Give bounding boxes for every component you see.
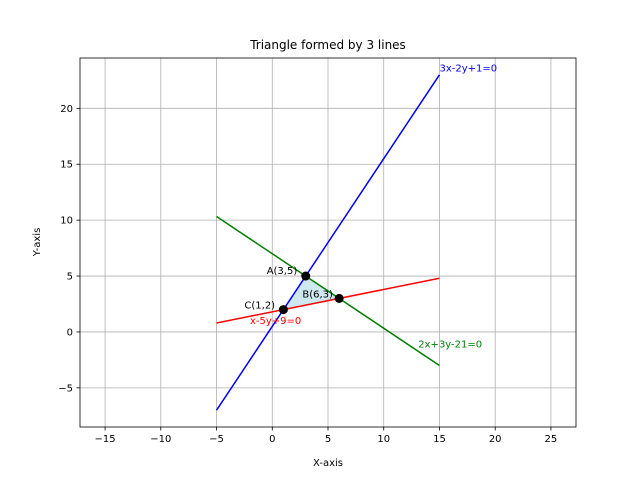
- annotation-layer: 3x-2y+1=0 2x+3y-21=0 x-5y+9=0 A(3,5) B(6,3) C…: [244, 63, 497, 350]
- vertex-label-3: C(1,2): [244, 300, 275, 311]
- vertex-point-2: [334, 293, 344, 303]
- x-tick-label: 15: [433, 434, 446, 445]
- x-tick-label: −5: [209, 434, 224, 445]
- y-tick-label: 10: [60, 216, 73, 227]
- vertex-label-2: B(6,3): [302, 289, 333, 300]
- series-line-2: [216, 215, 440, 367]
- series-label-1: 3x-2y+1=0: [439, 63, 497, 74]
- x-tick-label: 5: [325, 434, 331, 445]
- y-tick-label: −5: [58, 383, 73, 394]
- y-tick-label: 5: [67, 272, 73, 283]
- vertex-points-layer: [278, 271, 344, 315]
- y-tick-label: 15: [60, 160, 73, 171]
- series-label-3: x-5y+9=0: [250, 316, 301, 327]
- y-axis-label: Y-axis: [32, 228, 43, 258]
- series-label-2: 2x+3y-21=0: [418, 340, 482, 351]
- x-tick-label: 20: [489, 434, 502, 445]
- y-tick-label: 20: [60, 104, 73, 115]
- x-tick-label: 10: [377, 434, 390, 445]
- series-line-3: [216, 277, 440, 324]
- series-lines-layer: [215, 74, 441, 411]
- x-tick-label: 25: [545, 434, 558, 445]
- vertex-point-3: [278, 305, 288, 315]
- ticks-layer: −15 −10 −5 0 5 10 15 20 25 −5 0 5 10 15 20: [58, 104, 557, 445]
- x-tick-label: 0: [269, 434, 275, 445]
- vertex-point-1: [301, 271, 311, 281]
- vertex-label-1: A(3,5): [267, 266, 298, 277]
- y-tick-label: 0: [67, 327, 73, 338]
- series-line-1: [215, 74, 441, 411]
- chart-title: Triangle formed by 3 lines: [249, 38, 406, 52]
- x-tick-label: −10: [150, 434, 171, 445]
- x-axis-label: X-axis: [313, 458, 343, 469]
- x-tick-label: −15: [95, 434, 116, 445]
